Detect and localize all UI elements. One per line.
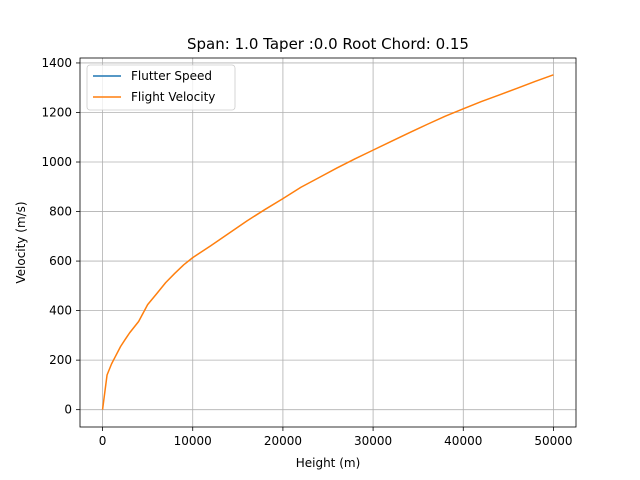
- y-tick-label: 1000: [41, 155, 72, 169]
- y-axis-label: Velocity (m/s): [14, 201, 28, 283]
- legend: Flutter Speed Flight Velocity: [86, 64, 236, 111]
- grid: [80, 58, 576, 427]
- x-tick-label: 0: [99, 434, 107, 448]
- ticks: 0 10000 20000 30000 40000 50000 0 200 400 600 800 1…: [41, 56, 572, 448]
- legend-label: Flight Velocity: [131, 90, 215, 104]
- plot-frame: [79, 57, 577, 428]
- y-tick-label: 0: [64, 403, 72, 417]
- y-tick-label: 600: [49, 254, 72, 268]
- y-tick-label: 400: [49, 304, 72, 318]
- series-line: [101, 74, 554, 410]
- x-tick-label: 10000: [174, 434, 212, 448]
- legend-label: Flutter Speed: [131, 69, 212, 83]
- y-tick-label: 1400: [41, 56, 72, 70]
- y-tick-label: 800: [49, 205, 72, 219]
- series-layer: [101, 74, 554, 410]
- x-axis-label: Height (m): [296, 456, 361, 470]
- y-tick-label: 200: [49, 353, 72, 367]
- x-tick-label: 50000: [534, 434, 572, 448]
- y-tick-label: 1200: [41, 105, 72, 119]
- chart-title: Span: 1.0 Taper :0.0 Root Chord: 0.15: [187, 35, 469, 53]
- x-tick-label: 40000: [444, 434, 482, 448]
- x-tick-label: 20000: [264, 434, 302, 448]
- legend-box: [86, 64, 236, 111]
- x-tick-label: 30000: [354, 434, 392, 448]
